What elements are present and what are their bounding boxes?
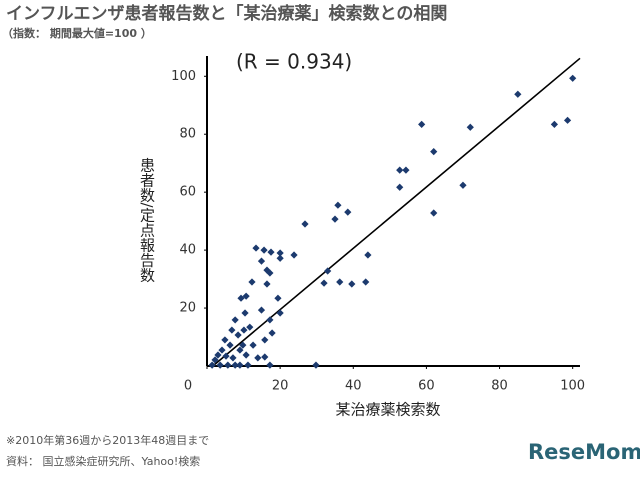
data-point bbox=[334, 201, 342, 209]
x-tick-label: 0 bbox=[184, 379, 192, 394]
data-point bbox=[348, 280, 356, 288]
data-point bbox=[402, 166, 410, 174]
x-tick-label: 40 bbox=[345, 379, 362, 394]
data-point bbox=[276, 249, 284, 257]
data-point bbox=[362, 278, 370, 286]
annotation: (R = 0.934) bbox=[236, 50, 352, 74]
x-tick-label: 100 bbox=[560, 379, 585, 394]
data-point bbox=[324, 267, 332, 275]
data-point bbox=[228, 326, 236, 334]
data-point bbox=[239, 341, 247, 349]
data-point bbox=[211, 356, 219, 364]
data-point bbox=[266, 361, 274, 369]
data-point bbox=[224, 361, 232, 369]
data-point bbox=[236, 361, 244, 369]
x-tick-label: 60 bbox=[418, 379, 435, 394]
data-point bbox=[216, 361, 224, 369]
data-point bbox=[336, 278, 344, 286]
y-tick-label: 60 bbox=[179, 185, 196, 200]
data-point bbox=[266, 316, 274, 324]
data-point bbox=[246, 323, 254, 331]
data-point bbox=[430, 209, 438, 217]
data-point bbox=[208, 361, 216, 369]
data-point bbox=[312, 361, 320, 369]
data-point bbox=[364, 251, 372, 259]
data-point bbox=[218, 346, 226, 354]
y-axis-label: 患者数/定点報告数 bbox=[138, 157, 156, 282]
chart-title: インフルエンザ患者報告数と「某治療薬」検索数との相関 bbox=[6, 3, 447, 24]
data-point bbox=[274, 294, 282, 302]
data-point bbox=[550, 120, 559, 128]
data-point bbox=[276, 309, 284, 317]
data-point bbox=[261, 353, 269, 361]
data-point bbox=[236, 346, 244, 354]
data-point bbox=[241, 309, 249, 317]
data-point bbox=[260, 246, 268, 254]
logo: ReseMom bbox=[528, 440, 640, 464]
x-tick-label: 20 bbox=[272, 379, 289, 394]
data-point bbox=[234, 331, 242, 339]
data-point bbox=[466, 123, 474, 131]
y-tick-label: 20 bbox=[179, 301, 196, 316]
data-point bbox=[257, 306, 266, 314]
data-point bbox=[221, 336, 229, 344]
data-point bbox=[240, 326, 248, 334]
data-point bbox=[254, 354, 262, 362]
data-point bbox=[276, 254, 284, 262]
data-point bbox=[266, 269, 274, 277]
data-point bbox=[244, 361, 252, 369]
data-point bbox=[214, 351, 222, 359]
data-point bbox=[263, 266, 271, 274]
x-axis-label: 某治療薬検索数 bbox=[335, 401, 440, 419]
data-point bbox=[237, 294, 245, 302]
data-point bbox=[231, 316, 239, 324]
data-point bbox=[229, 354, 237, 362]
data-point bbox=[301, 220, 309, 228]
data-point bbox=[231, 361, 239, 369]
data-point bbox=[290, 251, 298, 259]
data-point bbox=[268, 329, 276, 337]
data-point bbox=[257, 257, 266, 265]
data-point bbox=[267, 248, 275, 256]
source: 資料： 国立感染症研究所、Yahoo!検索 bbox=[6, 454, 200, 468]
y-tick-label: 40 bbox=[179, 243, 196, 258]
data-point bbox=[418, 120, 426, 128]
data-point bbox=[242, 351, 250, 359]
data-point bbox=[226, 341, 234, 349]
footnote: ※2010年第36週から2013年48週目まで bbox=[6, 433, 209, 447]
x-tick-label: 80 bbox=[491, 379, 508, 394]
data-point bbox=[249, 341, 257, 349]
y-tick-label: 80 bbox=[179, 127, 196, 142]
data-point bbox=[331, 215, 339, 223]
data-point bbox=[261, 336, 269, 344]
data-point bbox=[430, 148, 438, 156]
data-point bbox=[396, 166, 404, 174]
data-point bbox=[222, 352, 230, 360]
data-point bbox=[248, 278, 256, 286]
data-point bbox=[252, 244, 260, 252]
chart-subtitle: （指数： 期間最大値=100 ） bbox=[2, 26, 152, 40]
data-point bbox=[459, 181, 467, 189]
trendline bbox=[212, 57, 581, 367]
data-point bbox=[344, 208, 352, 216]
y-tick-label: 100 bbox=[171, 69, 196, 84]
data-point bbox=[396, 183, 404, 191]
data-point bbox=[569, 74, 577, 82]
data-point bbox=[320, 279, 328, 287]
data-point bbox=[514, 90, 522, 98]
data-point bbox=[263, 280, 271, 288]
data-point bbox=[563, 116, 572, 124]
